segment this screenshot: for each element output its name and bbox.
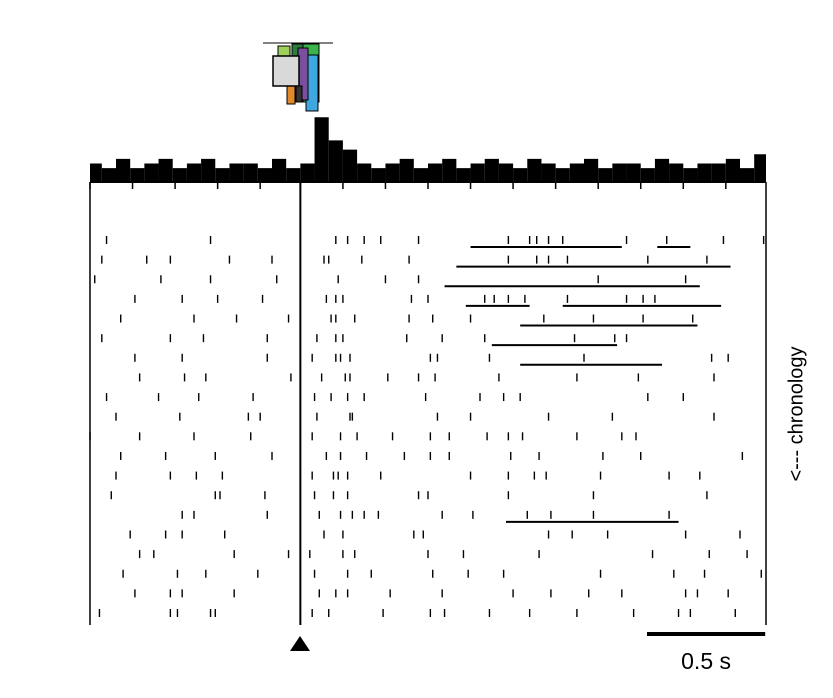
- histogram-bar: [342, 149, 358, 182]
- histogram-bar: [201, 158, 216, 182]
- histogram-bar: [90, 163, 102, 182]
- histogram-bar: [257, 168, 272, 182]
- histogram-bar: [101, 168, 116, 182]
- histogram-bar: [484, 158, 499, 182]
- histogram-bar: [513, 168, 528, 182]
- histogram-bar: [584, 158, 599, 182]
- histogram-bar: [144, 163, 159, 182]
- histogram-bar: [527, 158, 542, 182]
- histogram-bar: [328, 140, 343, 182]
- side-label: <--- chronology: [785, 346, 807, 481]
- histogram-bar: [456, 168, 471, 182]
- histogram-bar: [683, 168, 698, 182]
- histogram-bar: [399, 158, 414, 182]
- event-arrow: [290, 636, 310, 651]
- histogram-bar: [243, 163, 258, 182]
- histogram-bar: [314, 117, 329, 182]
- histogram-bar: [130, 168, 145, 182]
- histogram-bar: [229, 163, 244, 182]
- histogram-bar: [371, 168, 386, 182]
- histogram-bar: [669, 163, 684, 182]
- histogram-bar: [158, 158, 173, 182]
- histogram-bar: [626, 163, 641, 182]
- histogram-bar: [725, 158, 740, 182]
- histogram-bar: [300, 163, 315, 182]
- histogram-bar: [428, 163, 443, 182]
- histogram-bar: [470, 163, 485, 182]
- histogram-bar: [172, 168, 187, 182]
- histogram-bar: [272, 158, 287, 182]
- histogram-bar: [598, 168, 613, 182]
- color-glyph: [263, 42, 333, 112]
- histogram-bar: [498, 163, 514, 182]
- histogram-bar: [286, 168, 301, 182]
- histogram-bar: [711, 163, 726, 182]
- histogram-bar: [442, 158, 457, 182]
- scale-bar-label: 0.5 s: [681, 648, 731, 674]
- histogram-bar: [555, 168, 570, 182]
- histogram-bar: [215, 168, 230, 182]
- histogram-bar: [357, 163, 372, 182]
- histogram-bar: [186, 163, 202, 182]
- histogram-bar: [754, 154, 766, 182]
- histogram-bar: [612, 163, 627, 182]
- histogram-bar: [413, 168, 428, 182]
- histogram-bar: [569, 163, 584, 182]
- histogram-bar: [697, 163, 712, 182]
- histogram-bar: [654, 158, 670, 182]
- histogram-bar: [640, 168, 655, 182]
- histogram-bar: [541, 163, 556, 182]
- histogram-bar: [740, 168, 755, 182]
- histogram-bar: [116, 158, 131, 182]
- histogram-bar: [385, 163, 400, 182]
